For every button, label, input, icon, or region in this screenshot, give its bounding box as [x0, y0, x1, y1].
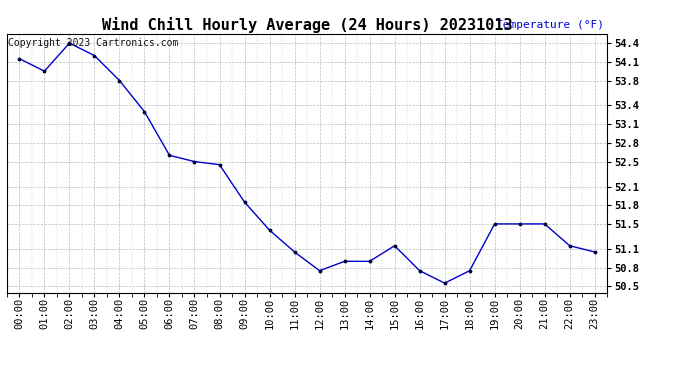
Text: Copyright 2023 Cartronics.com: Copyright 2023 Cartronics.com	[8, 38, 179, 48]
Text: Temperature (°F): Temperature (°F)	[496, 20, 604, 30]
Title: Wind Chill Hourly Average (24 Hours) 20231013: Wind Chill Hourly Average (24 Hours) 202…	[101, 16, 513, 33]
